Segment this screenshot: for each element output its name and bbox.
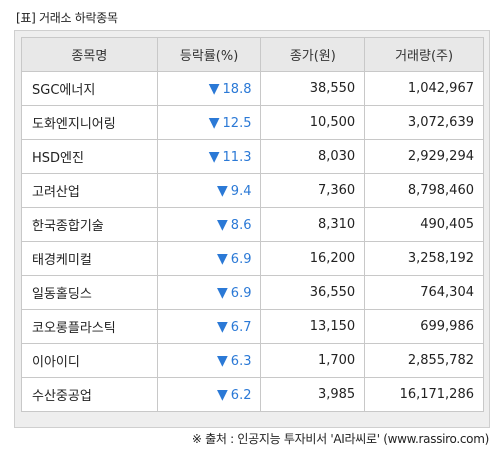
- down-triangle-icon: ▼: [217, 386, 228, 403]
- table-row: 한국종합기술 ▼ 8.6 8,310 490,405: [21, 207, 484, 242]
- table-row: SGC에너지 ▼ 18.8 38,550 1,042,967: [21, 71, 484, 106]
- table-row: 고려산업 ▼ 9.4 7,360 8,798,460: [21, 173, 484, 208]
- table-row: 태경케미컬 ▼ 6.9 16,200 3,258,192: [21, 241, 484, 276]
- trade-volume: 2,855,782: [364, 343, 484, 378]
- down-triangle-icon: ▼: [208, 114, 220, 131]
- stock-name: SGC에너지: [21, 71, 158, 106]
- stock-name: 코오롱플라스틱: [21, 309, 158, 344]
- stock-table: 종목명 등락률(%) 종가(원) 거래량(주) SGC에너지 ▼ 18.8 38,55…: [21, 37, 484, 412]
- table-row: HSD엔진 ▼ 11.3 8,030 2,929,294: [21, 139, 484, 174]
- stock-name: 한국종합기술: [21, 207, 158, 242]
- change-value: 6.9: [230, 251, 252, 267]
- table-row: 도화엔지니어링 ▼ 12.5 10,500 3,072,639: [21, 105, 484, 140]
- table-header-row: 종목명 등락률(%) 종가(원) 거래량(주): [21, 37, 484, 72]
- change-value: 18.8: [222, 81, 252, 97]
- change-rate: ▼ 6.9: [156, 275, 262, 310]
- change-value: 9.4: [230, 183, 252, 199]
- close-price: 3,985: [260, 377, 366, 412]
- change-rate: ▼ 9.4: [156, 173, 262, 208]
- table-row: 코오롱플라스틱 ▼ 6.7 13,150 699,986: [21, 309, 484, 344]
- down-triangle-icon: ▼: [217, 284, 228, 301]
- close-price: 16,200: [260, 241, 366, 276]
- change-value: 6.3: [230, 353, 252, 369]
- down-triangle-icon: ▼: [208, 80, 220, 97]
- close-price: 38,550: [260, 71, 366, 106]
- stock-name: 이아이디: [21, 343, 158, 378]
- change-rate: ▼ 18.8: [156, 71, 262, 106]
- down-triangle-icon: ▼: [217, 318, 228, 335]
- stock-name: 고려산업: [21, 173, 158, 208]
- change-value: 6.7: [230, 319, 252, 335]
- change-rate: ▼ 6.9: [156, 241, 262, 276]
- header-change: 등락률(%): [156, 37, 262, 72]
- trade-volume: 16,171,286: [364, 377, 484, 412]
- trade-volume: 764,304: [364, 275, 484, 310]
- source-footer: ※ 출처 : 인공지능 투자비서 'AI라씨로' (www.rassiro.co…: [191, 432, 489, 446]
- change-rate: ▼ 11.3: [156, 139, 262, 174]
- trade-volume: 3,258,192: [364, 241, 484, 276]
- down-triangle-icon: ▼: [217, 352, 228, 369]
- change-rate: ▼ 6.7: [156, 309, 262, 344]
- change-value: 8.6: [230, 217, 252, 233]
- close-price: 1,700: [260, 343, 366, 378]
- close-price: 36,550: [260, 275, 366, 310]
- table-caption: [표] 거래소 하락종목: [16, 11, 118, 25]
- header-volume: 거래량(주): [364, 37, 484, 72]
- stock-name: 일동홀딩스: [21, 275, 158, 310]
- down-triangle-icon: ▼: [217, 250, 228, 267]
- change-value: 12.5: [222, 115, 252, 131]
- trade-volume: 2,929,294: [364, 139, 484, 174]
- table-row: 수산중공업 ▼ 6.2 3,985 16,171,286: [21, 377, 484, 412]
- down-triangle-icon: ▼: [217, 182, 228, 199]
- table-row: 일동홀딩스 ▼ 6.9 36,550 764,304: [21, 275, 484, 310]
- trade-volume: 8,798,460: [364, 173, 484, 208]
- trade-volume: 3,072,639: [364, 105, 484, 140]
- change-rate: ▼ 6.3: [156, 343, 262, 378]
- table-row: 이아이디 ▼ 6.3 1,700 2,855,782: [21, 343, 484, 378]
- trade-volume: 699,986: [364, 309, 484, 344]
- change-rate: ▼ 8.6: [156, 207, 262, 242]
- close-price: 8,310: [260, 207, 366, 242]
- change-value: 6.9: [230, 285, 252, 301]
- close-price: 13,150: [260, 309, 366, 344]
- down-triangle-icon: ▼: [208, 148, 220, 165]
- header-close: 종가(원): [260, 37, 366, 72]
- change-rate: ▼ 6.2: [156, 377, 262, 412]
- stock-name: 도화엔지니어링: [21, 105, 158, 140]
- stock-name: HSD엔진: [21, 139, 158, 174]
- change-value: 6.2: [230, 387, 252, 403]
- down-triangle-icon: ▼: [217, 216, 228, 233]
- change-value: 11.3: [222, 149, 252, 165]
- header-name: 종목명: [21, 37, 158, 72]
- close-price: 8,030: [260, 139, 366, 174]
- table-panel: 종목명 등락률(%) 종가(원) 거래량(주) SGC에너지 ▼ 18.8 38,55…: [14, 30, 490, 428]
- stock-name: 수산중공업: [21, 377, 158, 412]
- close-price: 7,360: [260, 173, 366, 208]
- stock-name: 태경케미컬: [21, 241, 158, 276]
- close-price: 10,500: [260, 105, 366, 140]
- change-rate: ▼ 12.5: [156, 105, 262, 140]
- trade-volume: 1,042,967: [364, 71, 484, 106]
- trade-volume: 490,405: [364, 207, 484, 242]
